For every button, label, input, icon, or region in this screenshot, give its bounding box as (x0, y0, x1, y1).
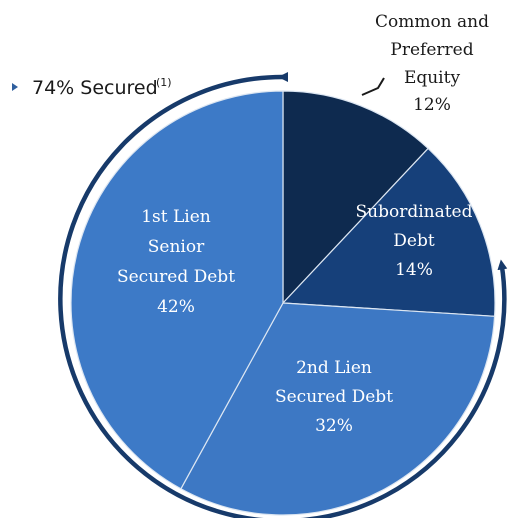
subordinated-label-line-1: Subordinated (355, 202, 472, 222)
secured-label: 74% Secured (32, 77, 158, 99)
pie-slice-subordinated (281, 147, 496, 317)
1st-lien-label-line-2: Senior (148, 237, 205, 257)
pie-slice-equity (282, 90, 429, 305)
2nd-lien-value-label: 32% (315, 416, 353, 436)
equity-label-line-1: Common and (375, 12, 489, 32)
pie-slice-2nd-lien (180, 302, 496, 516)
equity-label-line-3: Equity (404, 68, 461, 88)
equity-value-label: 12% (413, 95, 451, 115)
slice-label-subordinated: Subordinated Debt 14% (355, 202, 472, 280)
secured-arc-arrow (58, 72, 508, 518)
slice-label-1st-lien: 1st Lien Senior Secured Debt 42% (117, 207, 235, 317)
bullet-triangle-icon (12, 83, 18, 91)
slice-label-2nd-lien: 2nd Lien Secured Debt 32% (275, 358, 393, 436)
secured-footnote: (1) (156, 76, 172, 89)
slice-label-equity: Common and Preferred Equity 12% (375, 12, 489, 115)
1st-lien-label-line-3: Secured Debt (117, 267, 235, 287)
subordinated-label-line-2: Debt (393, 231, 435, 251)
2nd-lien-label-line-1: 2nd Lien (296, 358, 372, 378)
pie-slices (70, 90, 496, 516)
2nd-lien-label-line-2: Secured Debt (275, 387, 393, 407)
equity-leader-line (361, 77, 385, 96)
1st-lien-label-line-1: 1st Lien (141, 207, 211, 227)
equity-label-line-2: Preferred (390, 40, 473, 60)
1st-lien-value-label: 42% (157, 297, 195, 317)
subordinated-value-label: 14% (395, 260, 433, 280)
secured-annotation: 74% Secured (1) (12, 76, 172, 99)
pie-slice-1st-lien (70, 90, 284, 490)
